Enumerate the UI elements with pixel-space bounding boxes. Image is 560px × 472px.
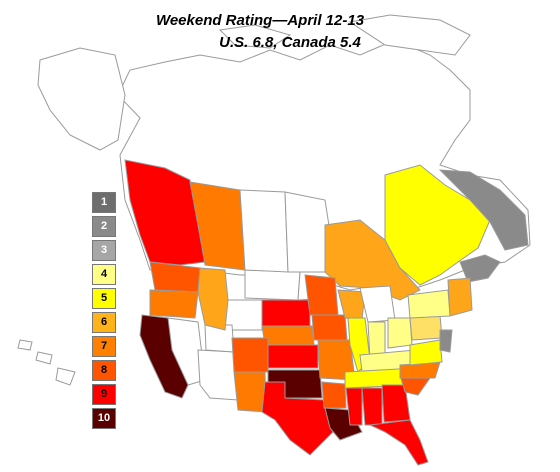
province-alberta	[189, 181, 246, 271]
legend-swatch-7: 7	[92, 336, 116, 357]
state-colorado	[231, 337, 269, 373]
legend-swatch-5: 5	[92, 288, 116, 309]
state-new-england	[447, 277, 473, 317]
state-alabama	[361, 387, 383, 426]
state-texas	[261, 381, 336, 456]
state-mississippi	[345, 387, 363, 426]
state-arizona	[197, 349, 239, 401]
state-arkansas	[321, 381, 347, 409]
state-california	[139, 314, 189, 399]
province-manitoba	[284, 191, 331, 273]
hawaii-island-1	[17, 339, 33, 351]
state-new-york	[407, 289, 451, 319]
legend-swatch-9: 9	[92, 384, 116, 405]
state-idaho	[197, 267, 229, 331]
legend-swatch-1: 1	[92, 192, 116, 213]
state-oregon	[149, 289, 199, 319]
state-iowa	[311, 314, 348, 341]
state-ohio	[387, 317, 413, 349]
hawaii-island-2	[35, 351, 53, 365]
title-line-2: U.S. 6.8, Canada 5.4	[219, 34, 361, 51]
state-minnesota	[304, 274, 339, 316]
state-kansas	[267, 344, 319, 369]
legend-swatch-10: 10	[92, 408, 116, 429]
legend-swatch-4: 4	[92, 264, 116, 285]
legend-swatch-3: 3	[92, 240, 116, 261]
title-line-1: Weekend Rating—April 12-13	[155, 12, 365, 29]
baffin-island	[348, 14, 471, 56]
rating-legend: 1 2 3 4 5 6 7 8 9 10	[92, 192, 118, 432]
state-south-dakota	[261, 299, 311, 327]
state-maryland-dc	[439, 329, 453, 353]
province-quebec	[384, 164, 491, 286]
arctic-islands	[218, 24, 292, 49]
state-michigan	[359, 285, 396, 323]
state-new-mexico	[233, 371, 267, 413]
hawaii-island-3	[55, 367, 76, 386]
state-montana	[244, 269, 301, 301]
province-bc	[124, 159, 206, 266]
legend-swatch-8: 8	[92, 360, 116, 381]
legend-swatch-2: 2	[92, 216, 116, 237]
alaska	[37, 47, 126, 151]
province-saskatchewan	[239, 189, 289, 273]
legend-swatch-6: 6	[92, 312, 116, 333]
state-virginia	[409, 339, 443, 366]
province-labrador	[438, 169, 529, 251]
map-title: Weekend Rating—April 12-13 U.S. 6.8, Can…	[0, 10, 560, 54]
state-nebraska	[261, 325, 315, 346]
state-pennsylvania	[409, 314, 443, 341]
state-florida	[368, 419, 429, 466]
